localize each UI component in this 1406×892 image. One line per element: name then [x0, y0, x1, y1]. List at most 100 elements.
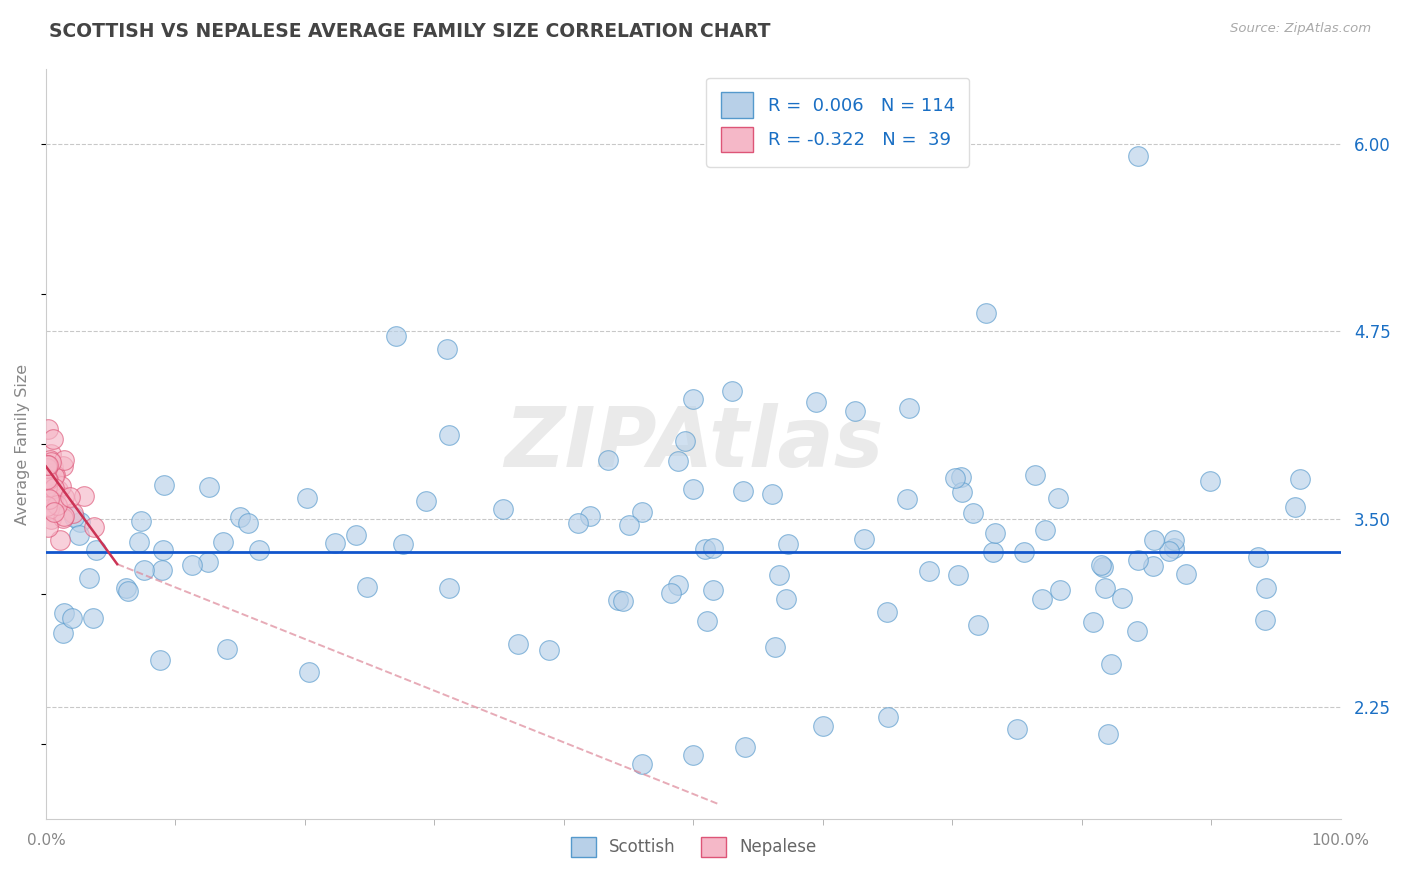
Point [734, 740, 756, 755]
Point [1246, 550, 1268, 565]
Text: ZIPAtlas: ZIPAtlas [503, 403, 883, 484]
Y-axis label: Average Family Size: Average Family Size [15, 363, 30, 524]
Point [77, 570, 100, 584]
Point [606, 593, 628, 607]
Point [962, 506, 984, 520]
Point [630, 756, 652, 771]
Point [149, 653, 172, 667]
Point [82, 611, 104, 625]
Point [49, 533, 72, 547]
Point [38, 491, 60, 506]
Point [1198, 474, 1220, 488]
Point [1254, 613, 1277, 627]
Point [356, 580, 378, 594]
Point [1031, 591, 1053, 606]
Point [775, 592, 797, 607]
Point [506, 637, 529, 651]
Point [778, 537, 800, 551]
Point [1163, 533, 1185, 547]
Point [1047, 491, 1070, 505]
Point [682, 483, 704, 497]
Point [1083, 615, 1105, 630]
Point [876, 606, 898, 620]
Point [1099, 657, 1122, 672]
Point [44, 481, 66, 495]
Point [1092, 559, 1115, 574]
Point [39, 512, 62, 526]
Point [228, 510, 250, 524]
Point [38, 502, 60, 516]
Point [41, 455, 63, 469]
Point [73, 489, 96, 503]
Point [325, 536, 347, 550]
Point [1012, 545, 1035, 559]
Point [918, 564, 941, 578]
Point [53, 509, 76, 524]
Point [217, 641, 239, 656]
Point [612, 594, 634, 608]
Point [211, 535, 233, 549]
Point [1126, 148, 1149, 162]
Point [415, 493, 437, 508]
Point [131, 515, 153, 529]
Point [60, 611, 83, 625]
Point [967, 618, 990, 632]
Point [37, 458, 59, 472]
Point [38, 452, 60, 467]
Point [844, 404, 866, 418]
Point [344, 528, 367, 542]
Point [384, 329, 406, 343]
Point [152, 478, 174, 492]
Point [37, 457, 59, 471]
Point [896, 491, 918, 506]
Point [52, 511, 75, 525]
Point [733, 483, 755, 498]
Point [806, 395, 828, 409]
Point [436, 343, 458, 357]
Point [1174, 567, 1197, 582]
Point [949, 470, 972, 484]
Text: Source: ZipAtlas.com: Source: ZipAtlas.com [1230, 22, 1371, 36]
Point [682, 747, 704, 762]
Point [946, 568, 969, 582]
Point [1254, 581, 1277, 595]
Point [150, 563, 173, 577]
Point [666, 453, 689, 467]
Point [876, 710, 898, 724]
Point [59, 490, 82, 504]
Point [117, 583, 139, 598]
Point [44, 505, 66, 519]
Point [1288, 472, 1310, 486]
Point [181, 558, 204, 573]
Point [392, 537, 415, 551]
Point [46, 483, 69, 498]
Point [44, 467, 66, 482]
Point [198, 480, 221, 494]
Point [297, 665, 319, 679]
Point [37, 472, 59, 486]
Point [721, 384, 744, 399]
Point [52, 625, 75, 640]
Point [197, 555, 219, 569]
Point [52, 458, 75, 473]
Point [37, 461, 59, 475]
Point [41, 432, 63, 446]
Point [1049, 583, 1071, 598]
Point [134, 563, 156, 577]
Point [115, 581, 138, 595]
Point [1157, 543, 1180, 558]
Point [702, 541, 724, 555]
Point [696, 615, 718, 629]
Point [1033, 523, 1056, 537]
Point [1143, 533, 1166, 547]
Point [1090, 558, 1112, 573]
Point [37, 458, 59, 472]
Point [247, 543, 270, 558]
Point [84, 542, 107, 557]
Text: SCOTTISH VS NEPALESE AVERAGE FAMILY SIZE CORRELATION CHART: SCOTTISH VS NEPALESE AVERAGE FAMILY SIZE… [49, 22, 770, 41]
Point [437, 581, 460, 595]
Point [981, 545, 1004, 559]
Point [1097, 727, 1119, 741]
Point [974, 306, 997, 320]
Point [768, 568, 790, 582]
